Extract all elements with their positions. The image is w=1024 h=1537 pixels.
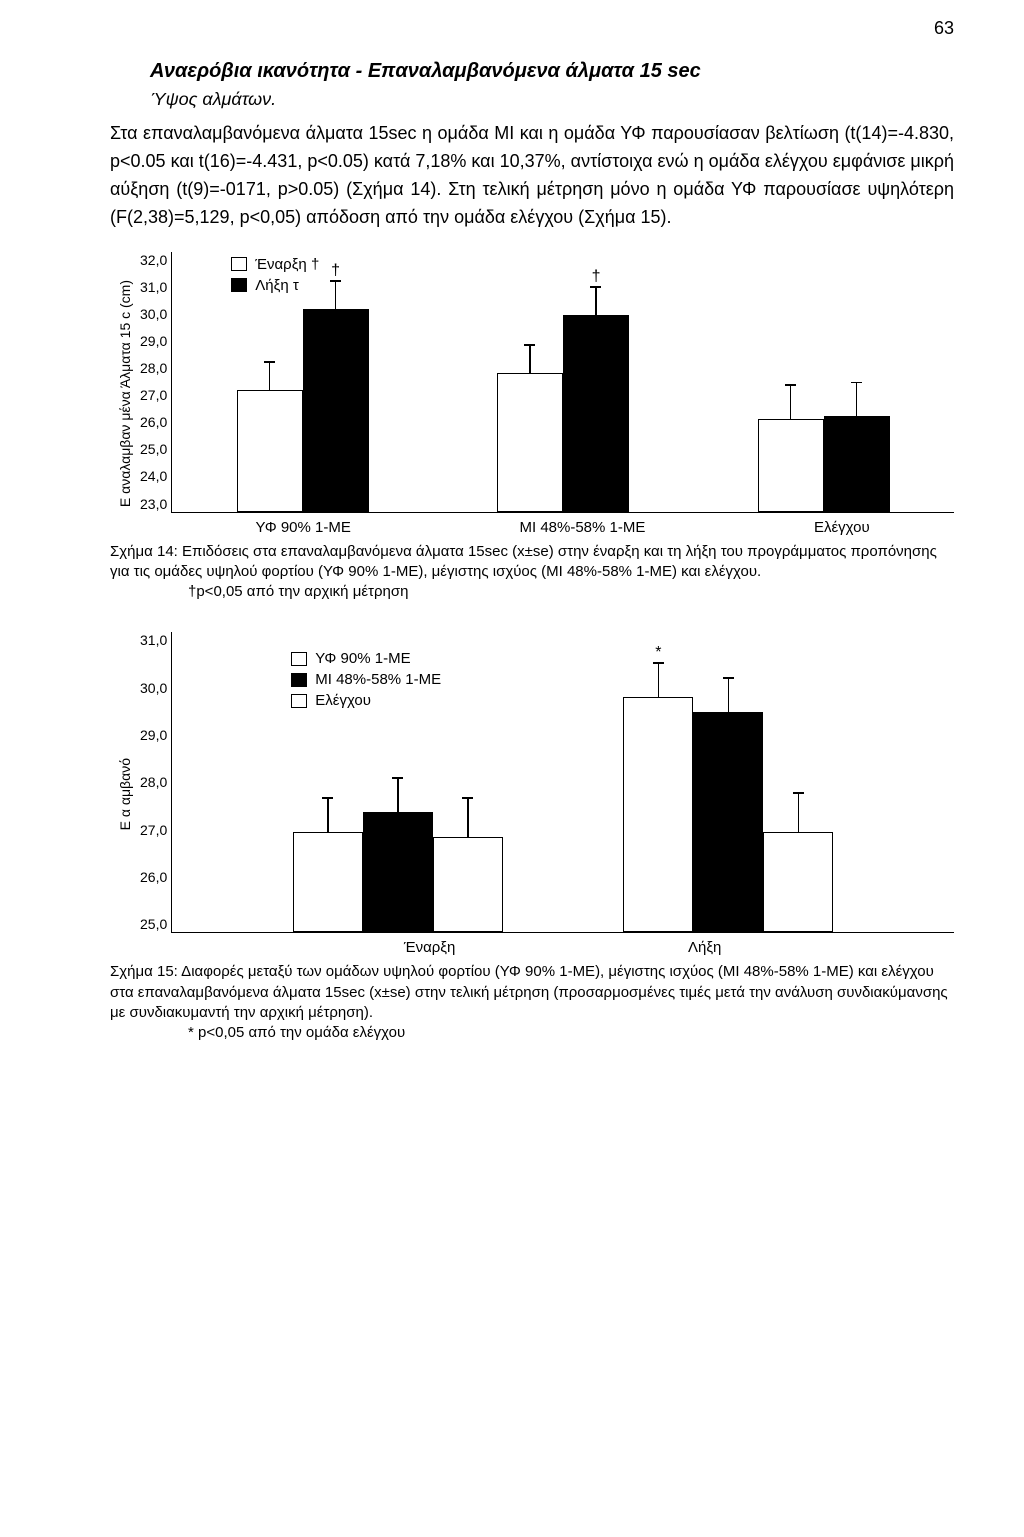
error-bar — [335, 280, 337, 309]
bar — [758, 419, 824, 511]
bar — [303, 309, 369, 511]
error-bar — [397, 777, 399, 812]
ytick: 31,0 — [140, 279, 167, 295]
ytick: 30,0 — [140, 680, 167, 696]
chart15-caption-note: * p<0,05 από την ομάδα ελέγχου — [110, 1023, 954, 1043]
chart14-caption: Σχήμα 14: Επιδόσεις στα επαναλαμβανόμενα… — [110, 542, 954, 603]
ytick: 24,0 — [140, 468, 167, 484]
x-label: ΜΙ 48%-58% 1-ΜΕ — [519, 519, 645, 536]
x-label: Έναρξη — [404, 939, 456, 956]
bar — [293, 832, 363, 932]
ytick: 28,0 — [140, 360, 167, 376]
x-label: Ελέγχου — [814, 519, 870, 536]
bar-wrap — [763, 774, 833, 932]
bar — [497, 373, 563, 512]
error-bar — [529, 344, 531, 373]
error-bar — [595, 286, 597, 315]
bar — [237, 390, 303, 511]
bar — [824, 416, 890, 511]
chart14-ylabel: Ε αναλαμβαν μένα Άλματα 15 c (cm) — [110, 252, 140, 536]
error-bar — [798, 792, 800, 832]
error-bar — [790, 384, 792, 419]
chart15-caption: Σχήμα 15: Διαφορές μεταξύ των ομάδων υψη… — [110, 962, 954, 1043]
chart14-plot: †† — [171, 252, 954, 513]
bar-group — [293, 759, 503, 932]
chart15-ylabel-text: Ε α αμβανό — [117, 758, 133, 830]
error-bar — [269, 361, 271, 390]
ytick: 23,0 — [140, 496, 167, 512]
bar-wrap: † — [303, 262, 369, 511]
bar — [563, 315, 629, 511]
chart14-groups: †† — [172, 252, 954, 512]
ytick: 30,0 — [140, 306, 167, 322]
ytick: 28,0 — [140, 774, 167, 790]
chart14-caption-note: †p<0,05 από την αρχική μέτρηση — [110, 582, 954, 602]
x-label: ΥΦ 90% 1-ΜΕ — [256, 519, 351, 536]
bar-wrap — [758, 366, 824, 511]
bar-group: † — [237, 262, 369, 511]
ytick: 27,0 — [140, 822, 167, 838]
error-bar — [467, 797, 469, 837]
bar-wrap — [497, 326, 563, 512]
error-bar — [856, 382, 858, 417]
significance-marker: * — [655, 644, 661, 662]
page: 63 Αναερόβια ικανότητα - Επαναλαμβανόμεν… — [0, 0, 1024, 1127]
error-bar — [728, 677, 730, 712]
chart14-ylabel-text: Ε αναλαμβαν μένα Άλματα 15 c (cm) — [117, 280, 133, 507]
chart15-yticks: 31,0 30,0 29,0 28,0 27,0 26,0 25,0 — [140, 632, 171, 932]
chart15-ylabel: Ε α αμβανό — [110, 632, 140, 956]
bar-wrap: † — [563, 268, 629, 511]
chart15-caption-body: Διαφορές μεταξύ των ομάδων υψηλού φορτίο… — [110, 963, 948, 1021]
chart15-groups: * — [172, 632, 954, 932]
x-label: Λήξη — [688, 939, 721, 956]
bar-wrap — [363, 759, 433, 932]
page-number: 63 — [934, 18, 954, 39]
error-bar — [327, 797, 329, 832]
section-heading: Αναερόβια ικανότητα - Επαναλαμβανόμενα ά… — [150, 60, 954, 83]
bar-wrap — [293, 779, 363, 932]
chart15-caption-lead: Σχήμα 15: — [110, 963, 181, 980]
ytick: 29,0 — [140, 333, 167, 349]
ytick: 31,0 — [140, 632, 167, 648]
bar — [623, 697, 693, 932]
ytick: 25,0 — [140, 441, 167, 457]
body-paragraph: Στα επαναλαμβανόμενα άλματα 15sec η ομάδ… — [110, 120, 954, 232]
ytick: 27,0 — [140, 387, 167, 403]
sub-heading: Ύψος αλμάτων. — [150, 89, 954, 110]
chart14-yticks: 32,0 31,0 30,0 29,0 28,0 27,0 26,0 25,0 24,0 23,0 — [140, 252, 171, 512]
bar-group — [758, 364, 890, 512]
chart14-caption-body: Επιδόσεις στα επαναλαμβανόμενα άλματα 15… — [110, 543, 937, 580]
chart15-xlabels: Έναρξη Λήξη — [171, 939, 954, 956]
bar-wrap — [824, 364, 890, 512]
bar-wrap — [237, 343, 303, 511]
chart14-body: Έναρξη †Λήξη τ †† ΥΦ 90% 1-ΜΕΜΙ 48%-58% … — [171, 252, 954, 536]
ytick: 26,0 — [140, 414, 167, 430]
bar-wrap: * — [623, 644, 693, 932]
ytick: 29,0 — [140, 727, 167, 743]
ytick: 32,0 — [140, 252, 167, 268]
bar-wrap — [433, 779, 503, 932]
bar-group: † — [497, 268, 629, 511]
chart14-xlabels: ΥΦ 90% 1-ΜΕ ΜΙ 48%-58% 1-ΜΕ Ελέγχου — [171, 519, 954, 536]
chart-15: Ε α αμβανό 31,030,029,028,027,026,025,0 … — [110, 632, 954, 956]
chart15-plot: * — [171, 632, 954, 933]
chart-14: Ε αναλαμβαν μένα Άλματα 15 c (cm) 32,0 31… — [110, 252, 954, 536]
bar-group: * — [623, 644, 833, 932]
bar — [763, 832, 833, 932]
error-bar — [658, 662, 660, 697]
chart14-caption-lead: Σχήμα 14: — [110, 543, 182, 560]
significance-marker: † — [592, 268, 601, 286]
chart15-body: ΥΦ 90% 1-ΜΕΜΙ 48%-58% 1-ΜΕΕλέγχου * Έναρ… — [171, 632, 954, 956]
bar — [363, 812, 433, 932]
bar — [433, 837, 503, 932]
bar — [693, 712, 763, 932]
ytick: 25,0 — [140, 916, 167, 932]
ytick: 26,0 — [140, 869, 167, 885]
significance-marker: † — [331, 262, 340, 280]
bar-wrap — [693, 659, 763, 932]
